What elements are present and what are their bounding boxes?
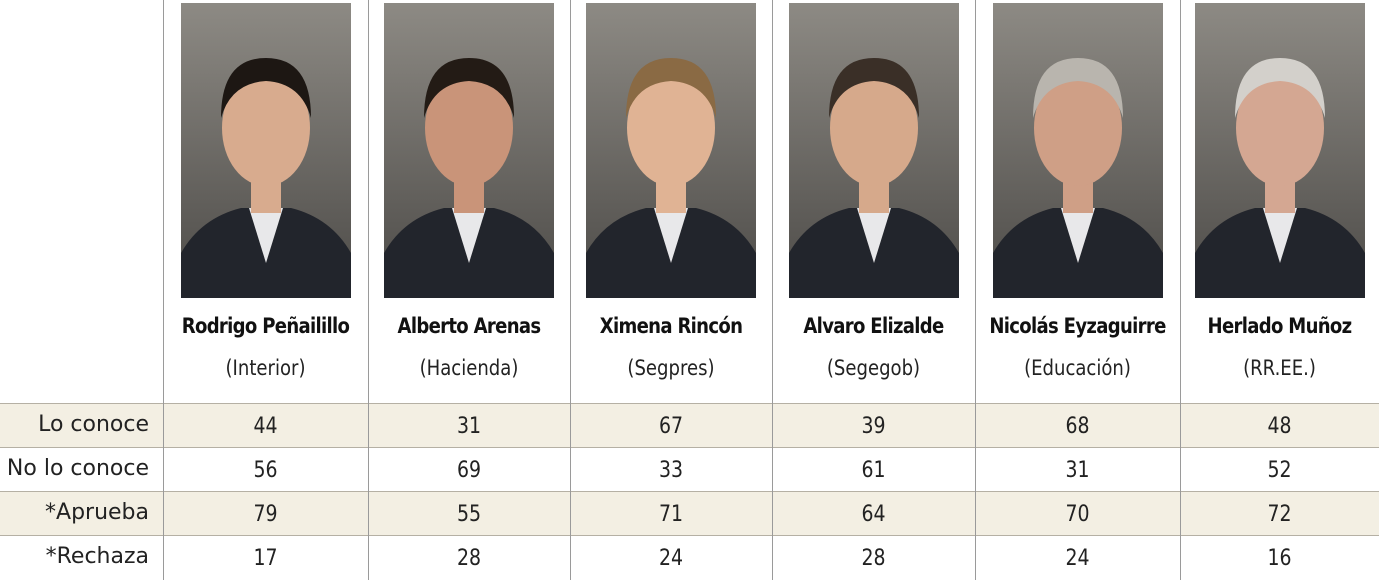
table-cell: 52: [1267, 458, 1292, 483]
portrait-silhouette: [992, 58, 1163, 298]
table-cell: 48: [1267, 414, 1292, 439]
column-divider: [163, 0, 164, 580]
column-divider: [570, 0, 571, 580]
portrait-photo: [384, 3, 554, 298]
table-cell: 31: [456, 414, 482, 439]
portrait-silhouette: [1194, 58, 1365, 298]
column-divider: [975, 0, 976, 580]
table-cell: 70: [1065, 502, 1090, 527]
row-label: Lo conoce: [38, 412, 149, 437]
row-background: [0, 491, 1379, 535]
table-cell: 55: [456, 502, 482, 527]
column-divider: [1180, 0, 1181, 580]
table-cell: 33: [658, 458, 684, 483]
candidate-name: Rodrigo Peñailillo: [181, 314, 350, 338]
row-divider: [0, 535, 1379, 536]
row-background: [0, 447, 1379, 491]
portrait-photo: [1194, 3, 1365, 298]
row-label: *Aprueba: [45, 500, 149, 525]
table-cell: 71: [658, 502, 684, 527]
row-divider: [0, 447, 1379, 448]
table-cell: 24: [1065, 546, 1090, 571]
table-cell: 69: [456, 458, 482, 483]
candidate-name: Ximena Rincón: [599, 314, 743, 338]
portrait-photo: [180, 3, 351, 298]
table-cell: 24: [658, 546, 684, 571]
candidate-name: Alvaro Elizalde: [803, 314, 944, 338]
table-cell: 68: [1065, 414, 1090, 439]
candidate-role: (RR.EE.): [1243, 356, 1316, 380]
table-cell: 79: [253, 502, 278, 527]
portrait-photo: [788, 3, 959, 298]
table-cell: 44: [253, 414, 278, 439]
candidate-name: Alberto Arenas: [397, 314, 542, 338]
portrait-silhouette: [586, 58, 756, 298]
table-cell: 31: [1065, 458, 1090, 483]
candidate-role: (Segpres): [627, 356, 715, 380]
row-background: [0, 535, 1379, 579]
row-divider: [0, 403, 1379, 404]
table-cell: 67: [658, 414, 684, 439]
candidate-role: (Hacienda): [419, 356, 519, 380]
candidate-role: (Interior): [225, 356, 306, 380]
row-label: *Rechaza: [45, 544, 149, 569]
table-cell: 72: [1267, 502, 1292, 527]
candidate-name: Herlado Muñoz: [1207, 314, 1353, 338]
portrait-silhouette: [180, 58, 351, 298]
table-cell: 39: [861, 414, 886, 439]
candidate-role: (Educación): [1024, 356, 1131, 380]
portrait-silhouette: [788, 58, 959, 298]
column-divider: [772, 0, 773, 580]
row-label: No lo conoce: [6, 456, 149, 481]
table-cell: 64: [861, 502, 886, 527]
candidate-name: Nicolás Eyzaguirre: [989, 314, 1166, 338]
portrait-silhouette: [384, 58, 554, 298]
table-cell: 28: [861, 546, 886, 571]
portrait-photo: [992, 3, 1163, 298]
table-cell: 16: [1267, 546, 1292, 571]
portrait-photo: [586, 3, 756, 298]
table-cell: 28: [456, 546, 482, 571]
table-cell: 56: [253, 458, 278, 483]
row-divider: [0, 491, 1379, 492]
table-cell: 17: [253, 546, 278, 571]
row-background: [0, 403, 1379, 447]
table-cell: 61: [861, 458, 886, 483]
candidate-role: (Segegob): [826, 356, 921, 380]
column-divider: [368, 0, 369, 580]
